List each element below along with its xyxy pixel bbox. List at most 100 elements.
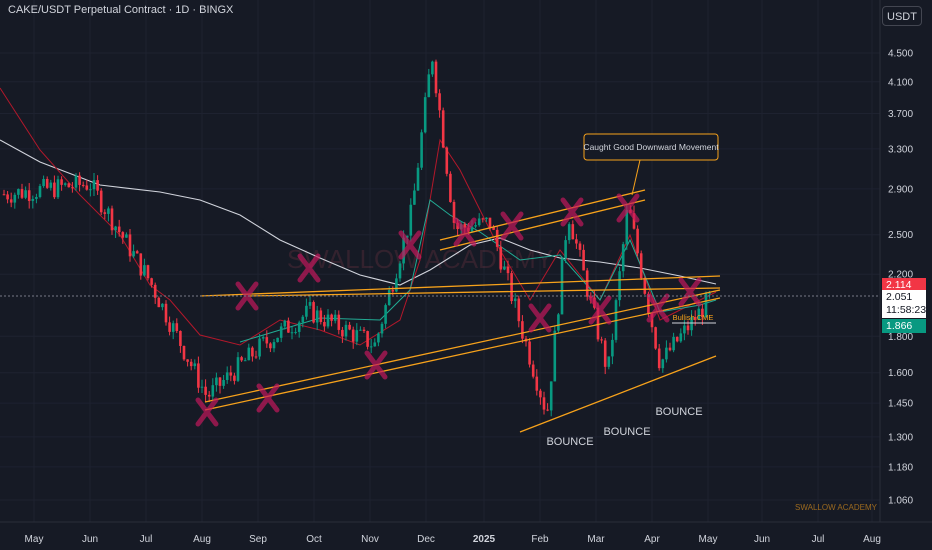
candle-body — [186, 359, 189, 362]
x-tick-label: Feb — [531, 534, 549, 545]
candle-body — [668, 347, 672, 351]
y-tick-label: 1.060 — [888, 496, 913, 507]
x-tick-label: Jun — [82, 534, 98, 545]
candle-body — [571, 224, 575, 240]
candle-body — [492, 227, 495, 230]
candle-body — [607, 356, 611, 367]
countdown-value: 11:58:23 — [886, 304, 927, 316]
y-tick-label: 3.300 — [888, 144, 913, 155]
candle-body — [99, 190, 103, 213]
candle-body — [17, 189, 20, 195]
candle-body — [305, 305, 308, 317]
candle-body — [110, 208, 114, 231]
candle-body — [546, 409, 549, 411]
candle-body — [233, 375, 236, 381]
cme-label: Bullish CME — [673, 313, 714, 322]
candle-body — [495, 229, 499, 247]
candle-body — [553, 330, 557, 382]
candle-body — [308, 302, 312, 306]
candle-body — [438, 93, 441, 111]
candle-body — [153, 284, 157, 298]
x-tick-label: Mar — [587, 534, 605, 545]
channel-upper-mid — [247, 287, 721, 297]
touch-marker — [364, 350, 388, 380]
candle-body — [585, 270, 589, 297]
candle-body — [618, 271, 621, 301]
touch-marker — [500, 211, 524, 241]
candle-body — [621, 244, 625, 272]
candle-body — [560, 258, 564, 315]
touch-marker — [256, 383, 280, 413]
candle-body — [535, 376, 539, 391]
x-tick-label: Aug — [193, 534, 211, 545]
candle-body — [449, 173, 452, 202]
price-axis[interactable]: 4.500 4.100 3.700 3.300 2.900 2.500 2.200 1.800… — [888, 49, 913, 507]
x-tick-label: Nov — [361, 534, 379, 545]
callout: Caught Good Downward Movement — [583, 133, 719, 196]
candle-body — [341, 329, 344, 337]
candle-body — [38, 186, 42, 198]
candle-body — [369, 346, 373, 348]
candle-body — [578, 243, 582, 250]
touch-marker — [616, 193, 640, 223]
candle-body — [348, 324, 351, 330]
candle-body — [27, 190, 31, 201]
time-axis[interactable]: May Jun Jul Aug Sep Oct Nov Dec 2025 Feb Mar Apr May… — [25, 534, 881, 545]
candle-body — [74, 175, 78, 188]
bounce-label-1: BOUNCE — [546, 436, 593, 448]
candle-body — [665, 347, 668, 360]
candle-body — [207, 394, 211, 397]
candle-body — [125, 234, 128, 238]
candle-body — [215, 377, 218, 386]
candle-body — [445, 147, 449, 174]
candle-body — [211, 385, 215, 397]
candle-body — [557, 314, 560, 331]
candle-body — [251, 347, 254, 357]
candle-body — [96, 180, 99, 191]
price-badge-lower: 1.866 — [882, 319, 926, 333]
candle-body — [35, 197, 38, 199]
candle-body — [337, 314, 341, 330]
candle-body — [683, 325, 686, 334]
candle-body — [81, 184, 85, 186]
callout-text: Caught Good Downward Movement — [583, 142, 719, 152]
candle-body — [85, 185, 89, 190]
candle-body — [355, 330, 359, 342]
candle-body — [395, 278, 398, 292]
ma-white-line — [0, 139, 717, 286]
touch-markers — [195, 193, 702, 427]
candle-body — [405, 235, 409, 238]
x-tick-label: May — [25, 534, 44, 545]
candle-body — [143, 265, 146, 276]
x-tick-label: 2025 — [473, 534, 496, 545]
touch-marker — [297, 253, 321, 283]
candle-body — [189, 361, 193, 367]
candle-body — [132, 251, 135, 257]
candle-body — [31, 198, 35, 201]
candle-body — [92, 180, 96, 190]
candle-body — [254, 356, 258, 358]
candle-body — [603, 340, 607, 367]
candle-body — [625, 209, 629, 245]
candle-body — [657, 348, 661, 369]
candle-body — [297, 322, 301, 332]
currency-button[interactable]: USDT — [882, 6, 922, 26]
candle-body — [128, 234, 132, 257]
x-tick-label: Oct — [306, 534, 322, 545]
candle-body — [647, 293, 650, 314]
candle-body — [643, 278, 647, 294]
candle-body — [323, 321, 326, 327]
candle-body — [510, 273, 513, 302]
y-tick-label: 1.300 — [888, 432, 913, 443]
channel-upper-outer — [199, 275, 721, 297]
candle-body — [416, 167, 420, 191]
candle-body — [197, 363, 200, 388]
candle-body — [60, 179, 63, 185]
candle-body — [161, 303, 164, 308]
touch-marker — [453, 217, 477, 247]
candle-body — [272, 342, 276, 349]
candle-body — [377, 333, 380, 343]
candle-body — [499, 246, 503, 270]
candle-body — [319, 310, 323, 322]
